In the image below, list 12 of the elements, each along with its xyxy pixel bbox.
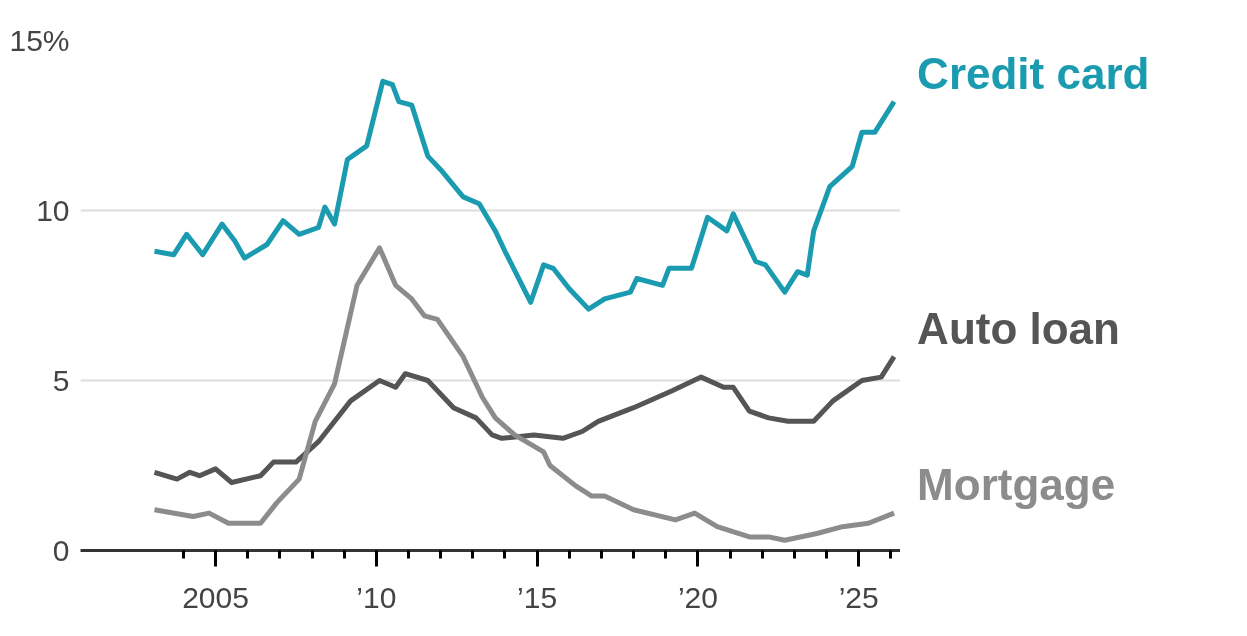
x-tick-label: ’10	[356, 580, 397, 614]
y-tick-label: 5	[52, 364, 70, 397]
y-tick-label: 15%	[9, 24, 70, 57]
series-label: Mortgage	[917, 460, 1116, 510]
x-tick-label: ’20	[677, 580, 718, 614]
series-label: Auto loan	[917, 303, 1120, 353]
x-tick-label: ’15	[517, 580, 558, 614]
x-tick-label: 2005	[182, 580, 249, 614]
y-tick-label: 10	[36, 194, 70, 227]
series-label: Credit card	[917, 48, 1150, 98]
y-tick-label: 0	[52, 534, 70, 567]
x-tick-label: ’25	[838, 580, 879, 614]
